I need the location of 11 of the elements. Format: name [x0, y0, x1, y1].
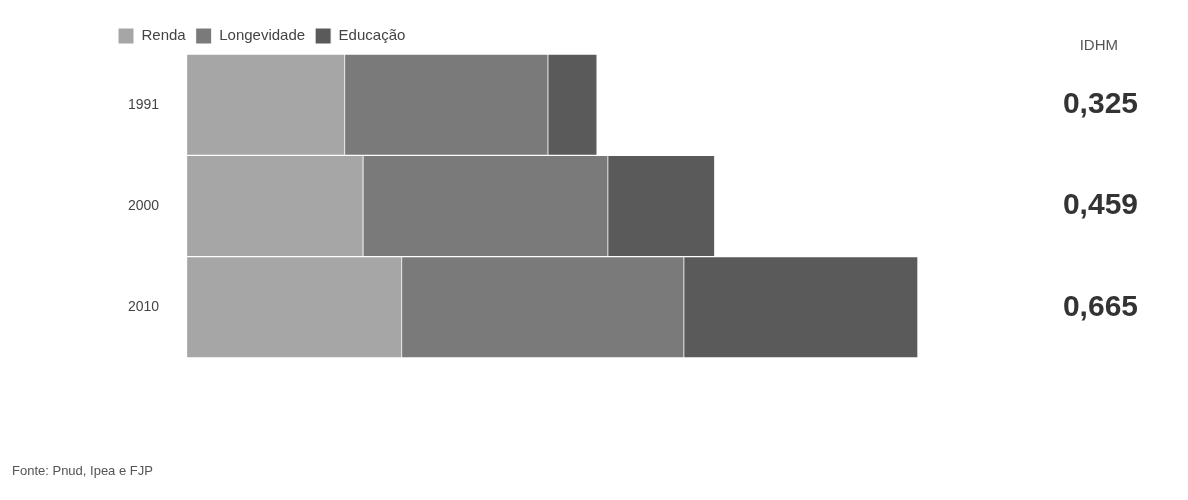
source-note: Fonte: Pnud, Ipea e FJP — [12, 463, 153, 479]
legend-label: Educação — [338, 26, 406, 44]
text: 0,459 — [1062, 187, 1138, 221]
y-tick-label: 2010 — [127, 298, 160, 315]
text: IDHM — [1079, 36, 1118, 54]
legend-label: Renda — [141, 26, 187, 44]
legend-label: Longevidade — [219, 26, 306, 44]
text: 0,665 — [1062, 288, 1138, 322]
y-tick-label: 2000 — [127, 196, 160, 213]
text: 0,325 — [1062, 85, 1138, 119]
y-tick-label: 1991 — [127, 95, 160, 112]
